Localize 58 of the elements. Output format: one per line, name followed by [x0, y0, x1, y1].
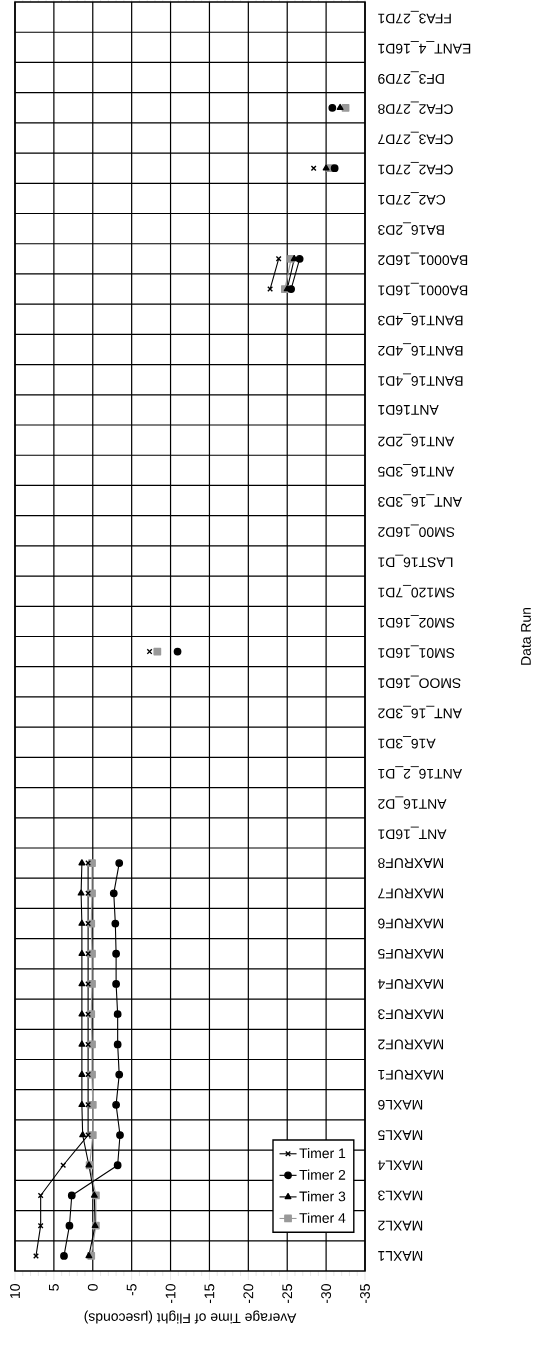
y-tick-label: MAXL4: [377, 1160, 423, 1171]
x-tick-label: -5: [126, 1284, 137, 1296]
y-tick-label: MAXL1: [378, 1251, 423, 1261]
x-tick-label: -15: [204, 1284, 215, 1304]
y-tick-label: SM02_16D1: [378, 615, 455, 628]
y-tick-label: DF3_27D9: [378, 71, 444, 84]
y-tick-label: MAXRUF7: [378, 888, 444, 899]
y-tick-label: ANT_16_3D2: [378, 705, 462, 719]
y-tick-label: MAXRUF3: [378, 1009, 444, 1020]
y-tick-label: LAST16_D1: [378, 554, 453, 568]
y-tick-label: FFA3_27D1: [378, 10, 451, 24]
x-tick-label: -25: [282, 1284, 293, 1304]
y-tick-label: MAXRUF1: [378, 1069, 444, 1080]
x-tick-label: 5: [49, 1284, 59, 1291]
y-tick-label: SM01_16D1: [378, 645, 455, 658]
x-axis-title: Average Time of Flight (μseconds): [84, 1310, 297, 1324]
y-tick-label: MAXL2: [378, 1220, 423, 1231]
x-tick-label: -10: [165, 1284, 176, 1304]
y-axis-title: Data Run: [521, 607, 531, 665]
y-tick-label: MAXRUF2: [378, 1039, 444, 1050]
y-tick-label: MAXL5: [378, 1130, 423, 1140]
legend-label: Timer 3: [299, 1191, 346, 1202]
y-tick-label: BANT16_4D2: [378, 343, 463, 356]
y-tick-label: BANT16_4D1: [378, 373, 463, 386]
x-tick-label: 0: [87, 1284, 98, 1291]
y-tick-label: ANT16_2_D1: [378, 766, 462, 779]
y-tick-label: MAXL3: [378, 1190, 423, 1201]
x-tick-label: -20: [243, 1284, 254, 1304]
y-tick-label: MAXRUF8: [378, 858, 444, 869]
y-tick-label: CFA2_27D8: [378, 101, 453, 115]
y-tick-label: SMOO_16D1: [378, 675, 461, 689]
legend-label: Timer 1: [299, 1147, 346, 1159]
x-tick-label: 10: [10, 1284, 20, 1298]
y-tick-label: EANT_4_16D1: [378, 41, 471, 54]
y-tick-label: BA0001_16D1: [378, 282, 468, 296]
y-tick-label: ANT16_D2: [378, 796, 447, 809]
y-tick-label: ANT_16_3D3: [378, 494, 462, 507]
y-tick-label: BANT16_4D3: [378, 313, 463, 326]
y-tick-label: ANT16_2D2: [378, 433, 455, 447]
y-tick-label: ANT_16D1: [378, 826, 447, 840]
y-tick-label: A16_3D1: [378, 736, 436, 749]
y-tick-label: CFA2_27D1: [378, 161, 453, 175]
y-tick-label: CA2_27D1: [378, 192, 446, 205]
y-tick-label: BA16_2D3: [378, 222, 444, 235]
y-tick-label: MAXL6: [378, 1099, 423, 1110]
y-tick-label: ANT16_3D5: [378, 464, 455, 477]
y-tick-label: MAXRUF5: [378, 948, 444, 959]
y-tick-label: MAXRUF6: [378, 918, 444, 929]
x-tick-label: -35: [360, 1284, 370, 1304]
y-tick-label: SM120_7D1: [378, 584, 455, 598]
y-tick-label: BA0001_16D2: [378, 252, 468, 266]
legend-label: Timer 4: [299, 1212, 346, 1223]
y-tick-label: ANT16D1: [378, 404, 439, 415]
y-tick-label: MAXRUF4: [377, 979, 444, 989]
x-tick-label: -30: [321, 1284, 332, 1304]
y-tick-label: SM00_16D2: [378, 524, 455, 538]
legend-label: Timer 2: [299, 1169, 346, 1180]
y-tick-label: CFA3_27D7: [378, 131, 453, 145]
